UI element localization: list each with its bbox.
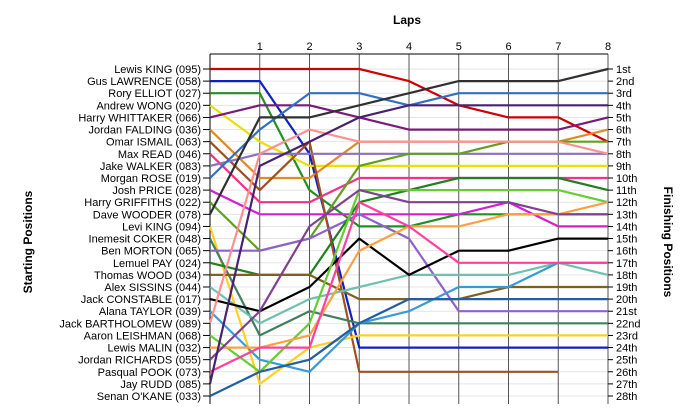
series-line-27 — [208, 104, 608, 385]
start-position-label: Alana TAYLOR (039) — [99, 306, 201, 318]
start-position-label: Jordan RICHARDS (055) — [78, 355, 201, 367]
finish-position-label: 17th — [616, 258, 637, 270]
series-line-5 — [209, 104, 609, 131]
finish-position-label: 26th — [616, 367, 637, 379]
chart-title: Laps — [393, 13, 421, 27]
start-position-label: Josh PRICE (028) — [112, 185, 201, 197]
start-position-label: Pasqual POOK (073) — [98, 367, 201, 379]
series-line-11 — [209, 189, 608, 228]
finish-position-label: 8th — [616, 149, 631, 161]
finish-position-label: 14th — [616, 221, 637, 233]
finish-position-label: 4th — [616, 100, 631, 112]
finish-position-label: 13th — [616, 209, 637, 221]
series-line-21 — [209, 261, 608, 373]
finish-position-label: 10th — [616, 173, 637, 185]
series-line-22 — [208, 128, 609, 324]
start-position-label: Gus LAWRENCE (058) — [87, 76, 201, 88]
finish-position-label: 16th — [616, 246, 637, 258]
start-position-label: Levi KING (094) — [122, 221, 201, 233]
start-position-label: Omar ISMAIL (063) — [106, 137, 201, 149]
gridlines — [209, 53, 609, 404]
start-position-label: Rory ELLIOT (027) — [108, 88, 201, 100]
y-axis-label-left: Starting Positions — [21, 190, 35, 293]
finish-position-label: 23rd — [616, 330, 638, 342]
start-position-label: Lemuel PAY (024) — [113, 258, 201, 270]
y-axis-label-right: Finishing Positions — [661, 187, 675, 298]
series-line-25 — [209, 189, 608, 361]
starting-position-labels: Lewis KING (095)Gus LAWRENCE (058)Rory E… — [59, 64, 210, 403]
finish-position-label: 25th — [616, 355, 637, 367]
finish-position-label: 27th — [616, 379, 637, 391]
finish-position-label: 18th — [616, 270, 637, 282]
finish-position-label: 2nd — [616, 76, 634, 88]
finish-position-label: 7th — [616, 137, 631, 149]
finish-position-label: 20th — [616, 294, 637, 306]
start-position-label: Inemesit COKER (048) — [89, 234, 201, 246]
start-position-label: Aaron LEISHMAN (068) — [84, 330, 201, 342]
lap-tick-label: 3 — [356, 41, 362, 53]
start-position-label: Jordan FALDING (036) — [89, 125, 202, 137]
start-position-label: Ben MORTON (065) — [101, 246, 201, 258]
finish-position-label: 12th — [616, 197, 637, 209]
finish-position-label: 19th — [616, 282, 637, 294]
series-line-4 — [209, 104, 608, 167]
start-position-label: Harry GRIFFITHS (022) — [84, 197, 201, 209]
lap-tick-label: 6 — [505, 41, 511, 53]
start-position-label: Senan O'KANE (033) — [97, 391, 201, 403]
series-line-15 — [209, 238, 608, 337]
finishing-position-labels: 1st2nd3rd4th5th6th7th8th9th10th11th12th1… — [608, 64, 640, 403]
lap-tick-label: 2 — [306, 41, 312, 53]
start-position-label: Jake WALKER (083) — [100, 161, 201, 173]
finish-position-label: 1st — [616, 64, 631, 76]
finish-position-label: 9th — [616, 161, 631, 173]
start-position-label: Harry WHITTAKER (066) — [78, 112, 201, 124]
series-line-14 — [208, 226, 608, 385]
lap-tick-label: 8 — [605, 41, 611, 53]
series-line-7 — [209, 140, 559, 373]
lap-tick-label: 7 — [555, 41, 561, 53]
finish-position-label: 24th — [616, 343, 637, 355]
start-position-label: Max READ (046) — [118, 149, 201, 161]
finish-position-label: 22nd — [616, 318, 640, 330]
lap-tick-labels: 1 2 3 4 5 6 7 8 — [257, 41, 611, 53]
series-line-28 — [209, 298, 608, 397]
start-position-label: Thomas WOOD (034) — [94, 270, 201, 282]
finish-position-label: 28th — [616, 391, 637, 403]
start-position-label: Lewis MALIN (032) — [107, 343, 201, 355]
lap-tick-label: 5 — [456, 41, 462, 53]
start-position-label: Jack CONSTABLE (017) — [81, 294, 201, 306]
start-position-label: Dave WOODER (078) — [93, 209, 201, 221]
series-line-16 — [210, 213, 608, 313]
start-position-label: Morgan ROSE (019) — [101, 173, 201, 185]
series-line-13 — [209, 67, 609, 215]
start-position-label: Andrew WONG (020) — [96, 100, 201, 112]
lap-tick-label: 4 — [406, 41, 412, 53]
finish-position-label: 21st — [616, 306, 637, 318]
series-line-1 — [210, 67, 609, 143]
finish-position-label: 6th — [616, 125, 631, 137]
series-lines — [208, 67, 609, 397]
finish-position-label: 5th — [616, 112, 631, 124]
start-position-label: Alex SISSINS (044) — [104, 282, 201, 294]
finish-position-label: 15th — [616, 234, 637, 246]
finish-position-label: 3rd — [616, 88, 632, 100]
lap-tick-label: 1 — [257, 41, 263, 53]
series-line-26 — [209, 201, 608, 373]
start-position-label: Jay RUDD (085) — [120, 379, 201, 391]
start-position-label: Jack BARTHOLOMEW (089) — [59, 318, 201, 330]
series-line-23 — [209, 189, 609, 373]
series-line-20 — [209, 237, 608, 313]
start-position-label: Lewis KING (095) — [114, 64, 201, 76]
finish-position-label: 11th — [616, 185, 637, 197]
